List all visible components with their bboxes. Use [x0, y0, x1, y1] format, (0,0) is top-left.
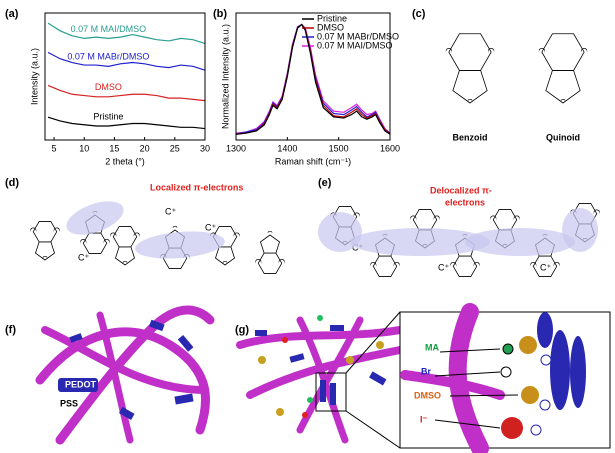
series-line	[47, 51, 206, 71]
cation-label: C⁺	[78, 252, 89, 262]
x-tick-label: 1400	[277, 143, 297, 153]
thiophene-ring	[260, 234, 280, 254]
legend-label: 0.07 M MAI/DMSO	[317, 40, 393, 50]
series-label: Pristine	[93, 111, 123, 121]
x-tick-label: 30	[200, 143, 210, 153]
iodide-label: I⁻	[420, 414, 428, 424]
pi-shading	[465, 228, 575, 256]
x-axis-label: 2 theta (°)	[105, 156, 145, 166]
thiophene-ring	[215, 246, 235, 266]
plot-frame	[235, 12, 391, 141]
ma-label: MA	[425, 342, 439, 352]
x-axis-label: Raman shift (cm⁻¹)	[275, 156, 351, 166]
series-line	[235, 23, 391, 135]
thiophene-ring	[115, 246, 135, 266]
pi-shading	[350, 228, 490, 256]
y-axis-label: Intensity (a.u.)	[29, 48, 39, 105]
series-label: 0.07 M MABr/DMSO	[67, 52, 149, 62]
localized-annotation: Localized π-electrons	[150, 182, 243, 192]
x-tick-label: 10	[79, 143, 89, 153]
thiophene-ring	[452, 70, 488, 104]
thiophene-ring	[35, 241, 55, 261]
plot-frame	[44, 12, 206, 141]
x-tick-label: 1500	[329, 143, 349, 153]
pi-shading	[66, 201, 124, 235]
panel-label: (b)	[213, 8, 227, 20]
panel-label: (f)	[5, 324, 16, 336]
x-tick-label: 5	[52, 143, 57, 153]
delocalized-annotation: electrons	[445, 197, 485, 207]
panel-label: (c)	[412, 8, 426, 20]
x-tick-label: 1600	[380, 143, 400, 153]
pi-shading	[318, 212, 362, 252]
delocalized-annotation: Delocalized π-	[430, 185, 492, 195]
thiophene-ring	[545, 70, 581, 104]
dmso-label: DMSO	[414, 390, 441, 400]
x-tick-label: 15	[109, 143, 119, 153]
series-line	[47, 84, 206, 102]
series-label: 0.07 M MAI/DMSO	[71, 24, 147, 34]
cation-label: C⁺	[165, 206, 176, 216]
x-tick-label: 20	[140, 143, 150, 153]
benzoid-label: Benzoid	[453, 132, 488, 142]
panel-label: (g)	[235, 324, 249, 336]
x-tick-label: 25	[170, 143, 180, 153]
cation-label: C⁺	[205, 222, 216, 232]
br-label: Br	[421, 366, 431, 376]
pss-label: PSS	[60, 398, 78, 408]
legend-label: Pristine	[317, 13, 347, 23]
quinoid-label: Quinoid	[546, 132, 580, 142]
series-label: DMSO	[95, 82, 122, 92]
cation-label: C⁺	[540, 262, 551, 272]
legend-label: DMSO	[317, 22, 344, 32]
legend-label: 0.07 M MABr/DMSO	[317, 31, 399, 41]
panel-label: (a)	[5, 8, 19, 20]
dioxane-ring	[448, 33, 492, 71]
panel-label: (e)	[318, 177, 332, 189]
y-axis-label: Normalized Intensity (a.u.)	[220, 24, 230, 129]
pi-shading	[135, 231, 225, 259]
series-line	[47, 116, 206, 130]
polymer-render-f	[35, 305, 215, 445]
x-tick-label: 1300	[226, 143, 246, 153]
cation-label: C⁺	[438, 262, 449, 272]
series-line	[47, 22, 206, 45]
polymer-render-g	[236, 303, 611, 453]
pedot-label: PEDOT	[65, 379, 97, 389]
panel-label: (d)	[5, 177, 19, 189]
dioxane-ring	[541, 33, 585, 71]
